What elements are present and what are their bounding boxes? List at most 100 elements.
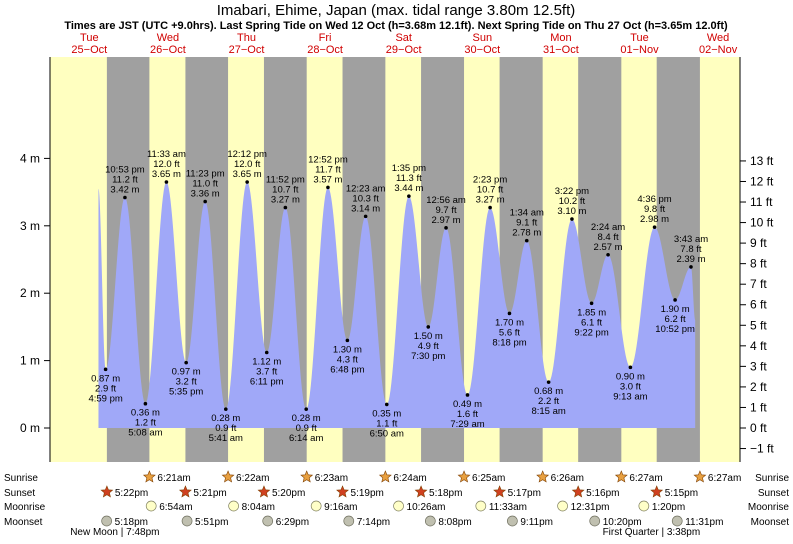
tide-extreme-point xyxy=(589,301,594,306)
tide-ft-label: 9.8 ft xyxy=(644,204,665,215)
tide-time-label: 8:18 pm xyxy=(492,337,526,348)
tide-extreme-point xyxy=(164,180,169,184)
tide-ft-label: 11.0 ft xyxy=(192,179,218,190)
tide-time-label: 4:59 pm xyxy=(88,393,122,404)
tide-time-label: 3:43 am xyxy=(674,234,708,245)
tide-m-label: 2.97 m xyxy=(432,215,461,226)
sunset-icon xyxy=(571,485,585,498)
moonrise-time: 9:16am xyxy=(324,502,357,513)
tide-extreme-point xyxy=(628,365,633,370)
moonset-time: 9:11pm xyxy=(520,517,553,528)
tide-time-label: 12:52 pm xyxy=(308,154,348,165)
moonset-icon xyxy=(589,515,601,527)
moonset-time: 6:29pm xyxy=(276,517,309,528)
row-label-moonset-left: Moonset xyxy=(4,517,43,528)
tide-m-label: 3.27 m xyxy=(476,195,505,206)
tide-curve xyxy=(98,181,696,428)
tide-time-label: 9:22 pm xyxy=(574,327,608,338)
moonrise-icon xyxy=(475,500,487,512)
moonrise-icon xyxy=(310,500,322,512)
row-label-sunrise-left: Sunrise xyxy=(4,473,38,484)
tide-m-label: 3.42 m xyxy=(110,184,139,195)
moonset-icon xyxy=(262,515,274,527)
day-name-label: Wed xyxy=(157,32,179,44)
tide-extreme-point xyxy=(283,205,288,210)
row-label-sunset-left: Sunset xyxy=(4,488,35,499)
tide-extreme-point xyxy=(184,360,188,365)
tide-m-label: 1.90 m xyxy=(661,304,690,315)
sun-moon-events: Sunrise Sunrise Sunset Sunset Moonrise Moonri… xyxy=(4,470,789,538)
y-right-tick-label: 11 ft xyxy=(750,195,773,209)
y-right-tick-label: 7 ft xyxy=(750,277,767,291)
tide-ft-label: 11.3 ft xyxy=(396,173,422,184)
tide-time-label: 11:33 am xyxy=(147,149,186,160)
tide-m-label: 0.90 m xyxy=(616,371,645,382)
tide-ft-label: 9.1 ft xyxy=(516,218,537,229)
row-label-moonrise-left: Moonrise xyxy=(4,502,46,513)
tide-time-label: 7:29 am xyxy=(450,419,484,430)
tide-extreme-point xyxy=(143,401,148,406)
y-right-tick-label: 6 ft xyxy=(750,298,767,312)
y-right-tick-label: 2 ft xyxy=(750,380,767,394)
tide-ft-label: 7.8 ft xyxy=(680,244,701,255)
moonset-time: 10:20pm xyxy=(603,517,642,528)
sunset-time: 5:19pm xyxy=(351,488,384,499)
day-date-label: 27−Oct xyxy=(229,44,265,56)
day-name-label: Fri xyxy=(319,32,332,44)
day-date-label: 31−Oct xyxy=(543,44,579,56)
day-name-label: Mon xyxy=(550,32,571,44)
tide-time-label: 7:30 pm xyxy=(411,351,445,362)
tide-extreme-point xyxy=(546,380,551,384)
y-right-tick-label: 13 ft xyxy=(750,154,774,168)
tide-m-label: 3.27 m xyxy=(271,195,300,206)
chart-title: Imabari, Ehime, Japan (max. tidal range … xyxy=(217,2,576,19)
sunset-icon xyxy=(650,485,664,498)
tide-extreme-point xyxy=(488,205,492,210)
tide-time-label: 11:23 pm xyxy=(186,169,225,180)
y-right-tick-label: −1 ft xyxy=(750,442,774,456)
sunrise-icon xyxy=(142,470,156,483)
tide-ft-label: 11.2 ft xyxy=(112,174,138,185)
tide-ft-label: 6.2 ft xyxy=(665,314,686,325)
sunrise-icon xyxy=(457,470,471,483)
tide-ft-label: 3.7 ft xyxy=(256,367,277,378)
tide-time-label: 8:15 am xyxy=(531,406,565,417)
tide-time-label: 1:35 pm xyxy=(392,163,426,174)
sunrise-time: 6:25am xyxy=(472,473,505,484)
tide-ft-label: 1.1 ft xyxy=(376,418,397,429)
moon-phase-label: New Moon | 7:48pm xyxy=(70,527,159,538)
tide-m-label: 0.28 m xyxy=(211,413,240,424)
tide-ft-label: 10.7 ft xyxy=(477,185,504,196)
sunset-time: 5:16pm xyxy=(586,488,619,499)
moonrise-time: 11:33am xyxy=(489,502,527,513)
y-right-tick-label: 4 ft xyxy=(750,339,767,353)
tide-m-label: 3.57 m xyxy=(313,174,342,185)
tide-extreme-point xyxy=(689,265,693,269)
tide-ft-label: 0.9 ft xyxy=(215,423,236,434)
tide-extreme-point xyxy=(507,311,512,316)
axes: 0 m 1 m 2 m 3 m 4 m −1 ft 0 ft 1 ft 2 ft 3 ft 4 ft… xyxy=(20,32,774,462)
sunrise-icon xyxy=(300,470,314,483)
sunrise-time: 6:22am xyxy=(236,473,269,484)
tide-extreme-point xyxy=(524,238,529,243)
tide-m-label: 2.78 m xyxy=(512,228,541,239)
sunset-time: 5:18pm xyxy=(429,488,462,499)
moonrise-icon xyxy=(557,500,568,512)
tide-time-label: 12:56 am xyxy=(426,195,466,206)
sunrise-time: 6:24am xyxy=(393,473,426,484)
tide-ft-label: 2.2 ft xyxy=(538,396,559,407)
tide-ft-label: 3.2 ft xyxy=(176,377,197,388)
day-date-label: 30−Oct xyxy=(464,44,500,56)
moonrise-icon xyxy=(145,500,157,512)
y-right-tick-label: 3 ft xyxy=(750,359,767,373)
moonrise-time: 8:04am xyxy=(242,502,275,513)
tide-time-label: 12:12 pm xyxy=(227,149,267,160)
tide-extreme-point xyxy=(245,180,249,184)
tide-m-label: 3.10 m xyxy=(557,206,586,217)
sunset-icon xyxy=(493,485,507,498)
tide-m-label: 0.49 m xyxy=(453,399,482,410)
moonset-time: 5:18pm xyxy=(115,517,148,528)
tide-m-label: 3.65 m xyxy=(233,169,262,180)
day-date-label: 28−Oct xyxy=(307,44,343,56)
